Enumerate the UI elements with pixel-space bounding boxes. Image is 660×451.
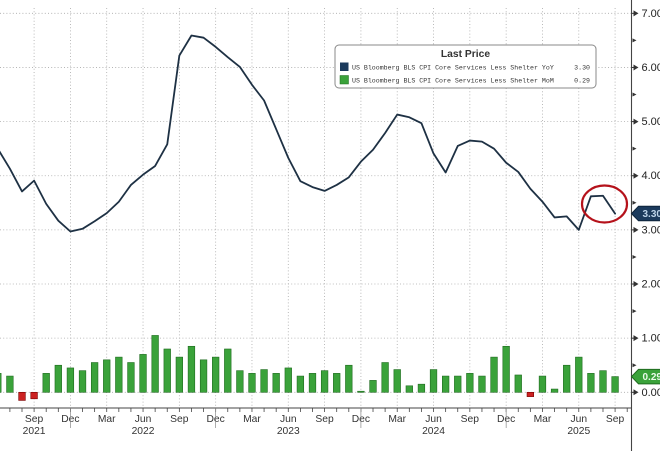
svg-text:Mar: Mar [534,414,552,425]
svg-text:3.30: 3.30 [643,209,660,220]
svg-text:US Bloomberg BLS CPI Core Serv: US Bloomberg BLS CPI Core Services Less … [352,78,554,85]
svg-text:2022: 2022 [132,426,155,437]
svg-text:4.00: 4.00 [642,170,660,182]
svg-text:Last Price: Last Price [441,49,490,60]
svg-text:6.00: 6.00 [642,62,660,74]
svg-text:3.30: 3.30 [574,65,590,72]
svg-text:2025: 2025 [567,426,590,437]
svg-text:2.00: 2.00 [642,279,660,291]
svg-text:2024: 2024 [422,426,445,437]
svg-text:Jun: Jun [425,414,442,425]
svg-text:0.29: 0.29 [574,78,590,85]
svg-text:Mar: Mar [388,414,406,425]
svg-text:Jun: Jun [280,414,297,425]
svg-text:0.00: 0.00 [642,387,660,399]
svg-text:US Bloomberg BLS CPI Core Serv: US Bloomberg BLS CPI Core Services Less … [352,65,554,72]
svg-text:Sep: Sep [170,414,189,425]
svg-text:1.00: 1.00 [642,333,660,345]
svg-text:Mar: Mar [98,414,116,425]
svg-text:3.00: 3.00 [642,224,660,236]
svg-text:Sep: Sep [606,414,625,425]
svg-text:7.00: 7.00 [642,8,660,20]
svg-text:Mar: Mar [243,414,261,425]
svg-text:Sep: Sep [461,414,480,425]
svg-text:Sep: Sep [25,414,44,425]
svg-text:0.29: 0.29 [643,372,660,383]
svg-text:Sep: Sep [315,414,334,425]
svg-text:Jun: Jun [570,414,587,425]
svg-text:5.00: 5.00 [642,116,660,128]
svg-text:2021: 2021 [23,426,46,437]
svg-text:Jun: Jun [135,414,152,425]
svg-text:2023: 2023 [277,426,300,437]
